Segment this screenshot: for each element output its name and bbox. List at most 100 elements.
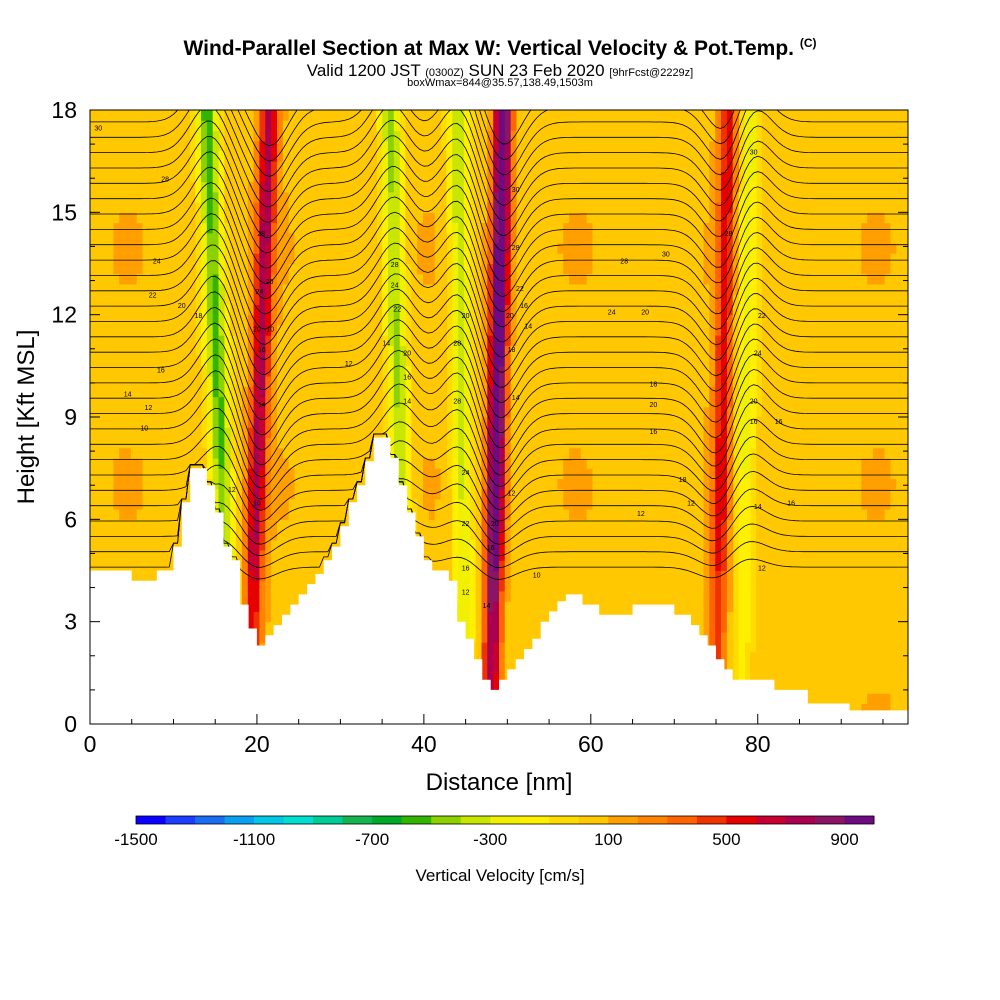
velocity-cell bbox=[580, 488, 588, 500]
velocity-cell bbox=[376, 406, 383, 418]
velocity-cell bbox=[434, 396, 442, 408]
velocity-cell bbox=[475, 468, 482, 479]
velocity-cell bbox=[253, 539, 260, 551]
velocity-cell bbox=[329, 171, 336, 183]
velocity-cell bbox=[265, 324, 272, 336]
velocity-cell bbox=[107, 150, 114, 162]
velocity-cell bbox=[557, 355, 564, 367]
velocity-cell bbox=[563, 171, 570, 183]
velocity-cell bbox=[522, 181, 529, 193]
velocity-cell bbox=[347, 222, 354, 234]
velocity-cell bbox=[376, 376, 383, 387]
velocity-cell bbox=[516, 509, 523, 520]
velocity-cell bbox=[317, 304, 325, 316]
velocity-cell bbox=[306, 110, 313, 121]
velocity-cell bbox=[236, 498, 243, 510]
velocity-cell bbox=[428, 468, 436, 479]
velocity-cell bbox=[575, 498, 582, 510]
velocity-cell bbox=[154, 294, 161, 305]
velocity-cell bbox=[347, 365, 354, 377]
velocity-cell bbox=[423, 232, 430, 244]
velocity-cell bbox=[516, 284, 523, 295]
velocity-cell bbox=[101, 314, 109, 326]
velocity-cell bbox=[230, 478, 237, 490]
velocity-cell bbox=[393, 181, 401, 193]
velocity-cell bbox=[171, 140, 179, 152]
velocity-cell bbox=[452, 539, 459, 551]
velocity-cell bbox=[399, 468, 407, 479]
velocity-cell bbox=[487, 284, 494, 295]
velocity-cell bbox=[569, 539, 576, 551]
velocity-cell bbox=[218, 253, 225, 265]
velocity-cell bbox=[125, 110, 132, 121]
velocity-cell bbox=[347, 396, 354, 408]
velocity-cell bbox=[575, 140, 582, 152]
velocity-cell bbox=[154, 355, 161, 367]
velocity-cell bbox=[288, 406, 296, 418]
velocity-cell bbox=[119, 181, 126, 193]
velocity-cell bbox=[206, 294, 214, 305]
velocity-cell bbox=[539, 376, 547, 387]
velocity-cell bbox=[265, 110, 272, 121]
velocity-cell bbox=[130, 140, 138, 152]
velocity-cell bbox=[440, 212, 447, 224]
velocity-cell bbox=[329, 386, 336, 398]
velocity-cell bbox=[130, 539, 138, 551]
velocity-cell bbox=[154, 222, 161, 234]
velocity-cell bbox=[475, 570, 482, 582]
velocity-cell bbox=[428, 396, 436, 408]
velocity-cell bbox=[136, 345, 144, 357]
velocity-cell bbox=[288, 232, 296, 244]
velocity-cell bbox=[224, 498, 231, 510]
velocity-cell bbox=[277, 396, 284, 408]
velocity-cell bbox=[236, 376, 243, 387]
velocity-cell bbox=[545, 386, 553, 398]
velocity-cell bbox=[107, 550, 114, 561]
velocity-cell bbox=[107, 140, 114, 152]
velocity-cell bbox=[271, 478, 278, 490]
velocity-cell bbox=[434, 417, 442, 428]
velocity-cell bbox=[154, 345, 161, 357]
velocity-cell bbox=[569, 457, 576, 469]
velocity-cell bbox=[312, 345, 319, 357]
velocity-cell bbox=[481, 335, 488, 346]
velocity-cell bbox=[493, 130, 500, 142]
velocity-cell bbox=[259, 580, 266, 592]
velocity-cell bbox=[125, 304, 132, 316]
velocity-cell bbox=[569, 191, 576, 203]
velocity-cell bbox=[586, 294, 593, 305]
velocity-cell bbox=[107, 468, 114, 479]
velocity-cell bbox=[119, 253, 126, 265]
velocity-cell bbox=[130, 417, 138, 428]
velocity-cell bbox=[113, 212, 120, 224]
velocity-cell bbox=[522, 642, 529, 653]
velocity-cell bbox=[300, 417, 307, 428]
velocity-cell bbox=[119, 550, 126, 561]
velocity-cell bbox=[101, 130, 109, 142]
velocity-cell bbox=[282, 539, 290, 551]
velocity-cell bbox=[277, 181, 284, 193]
velocity-cell bbox=[142, 355, 149, 367]
velocity-cell bbox=[347, 202, 354, 213]
velocity-cell bbox=[586, 202, 593, 213]
velocity-cell bbox=[569, 273, 576, 285]
velocity-cell bbox=[335, 478, 342, 490]
velocity-cell bbox=[434, 529, 442, 541]
velocity-cell bbox=[154, 335, 161, 346]
velocity-cell bbox=[148, 386, 155, 398]
velocity-cell bbox=[329, 335, 336, 346]
velocity-cell bbox=[282, 457, 290, 469]
velocity-cell bbox=[580, 396, 588, 408]
velocity-cell bbox=[516, 273, 523, 285]
velocity-cell bbox=[247, 314, 255, 326]
velocity-cell bbox=[458, 509, 465, 520]
velocity-cell bbox=[388, 417, 395, 428]
velocity-cell bbox=[487, 314, 494, 326]
velocity-cell bbox=[294, 212, 301, 224]
velocity-cell bbox=[241, 202, 249, 213]
velocity-cell bbox=[446, 519, 453, 531]
velocity-cell bbox=[90, 304, 97, 316]
velocity-cell bbox=[130, 161, 138, 172]
velocity-cell bbox=[218, 284, 225, 295]
velocity-cell bbox=[487, 621, 494, 633]
